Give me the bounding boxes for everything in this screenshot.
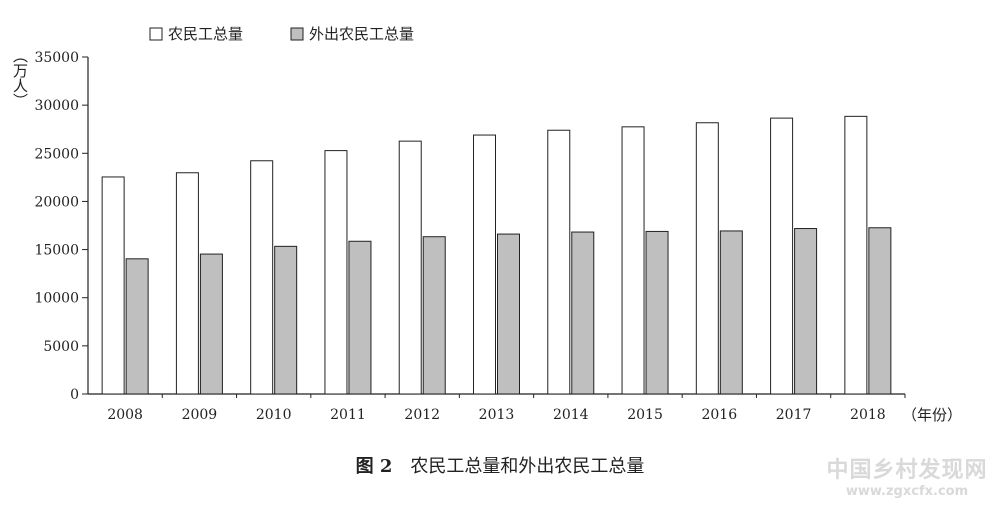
bar-migrant <box>571 231 595 395</box>
legend: 农民工总量 外出农民工总量 <box>149 25 414 43</box>
x-tick-label: 2015 <box>627 407 663 423</box>
bar-total <box>473 134 496 395</box>
bar-total <box>324 150 348 395</box>
bar-total <box>101 176 125 395</box>
bar-migrant <box>497 233 520 395</box>
bar-total <box>175 172 199 395</box>
bar-migrant <box>199 253 223 395</box>
x-tick-label: 2009 <box>182 407 218 423</box>
y-tick-label: 20000 <box>34 194 79 210</box>
bar-total <box>250 160 274 395</box>
watermark-main: 中国乡村发现网 <box>826 458 988 483</box>
bar-total <box>844 115 868 395</box>
bar-chart: 农民工总量 外出农民工总量 （万人） （年份） 0 5000 10000 15000 2… <box>11 25 962 424</box>
bar-migrant <box>719 230 743 395</box>
bar-total <box>770 117 794 395</box>
bar-total <box>398 140 422 395</box>
x-axis-unit-label: （年份） <box>902 406 962 424</box>
x-tick-label: 2017 <box>776 407 812 423</box>
bar-total <box>547 129 571 395</box>
legend-swatch-total <box>149 27 163 41</box>
bar-migrant <box>348 240 372 395</box>
x-tick-label: 2011 <box>330 407 366 423</box>
x-tick-label: 2018 <box>850 407 886 423</box>
x-tick-label: 2013 <box>479 407 515 423</box>
y-axis-unit-label: （万人） <box>11 48 29 108</box>
bar-migrant <box>868 227 892 395</box>
legend-label-total: 农民工总量 <box>168 25 243 43</box>
bar-migrant <box>125 258 149 395</box>
figure-caption: 图 2 农民工总量和外出农民工总量 <box>0 452 1000 478</box>
plot-area: 0 5000 10000 15000 20000 25000 30000 35000 2008 2… <box>34 50 906 423</box>
bar-total <box>621 126 645 395</box>
y-tick-label: 5000 <box>43 339 79 355</box>
legend-label-migrant: 外出农民工总量 <box>309 25 414 43</box>
bar-migrant <box>422 236 446 395</box>
bar-total <box>695 122 719 395</box>
figure-title: 农民工总量和外出农民工总量 <box>410 456 645 477</box>
y-tick-label: 30000 <box>34 98 79 114</box>
watermark-logo: 中国乡村发现网 www.zgxcfx.com <box>822 452 992 499</box>
x-tick-label: 2008 <box>107 407 143 423</box>
y-tick-label: 25000 <box>34 146 79 162</box>
bar-migrant <box>274 245 298 395</box>
bar-migrant <box>794 228 818 395</box>
y-tick-label: 0 <box>70 387 79 403</box>
x-tick-label: 2012 <box>404 407 440 423</box>
y-tick-label: 15000 <box>34 243 79 259</box>
y-tick-label: 10000 <box>34 291 79 307</box>
legend-swatch-migrant <box>290 27 304 41</box>
bar-migrant <box>645 230 669 395</box>
x-tick-label: 2014 <box>553 407 589 423</box>
y-tick-label: 35000 <box>34 50 79 66</box>
x-tick-label: 2010 <box>256 407 292 423</box>
x-tick-label: 2016 <box>701 407 737 423</box>
figure-number: 图 2 <box>355 456 393 477</box>
watermark-url: www.zgxcfx.com <box>845 484 969 499</box>
